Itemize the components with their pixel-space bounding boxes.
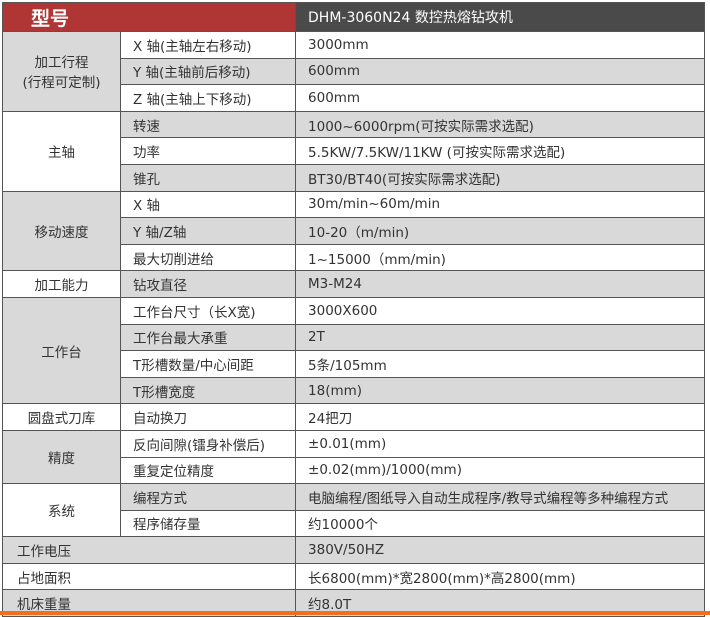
group-spindle: 主轴 xyxy=(2,110,121,192)
spec-name: T形槽宽度 xyxy=(119,376,297,405)
group-precision: 精度 xyxy=(2,429,121,485)
spec-name: 编程方式 xyxy=(119,483,297,511)
spec-value: 1000~6000rpm(可按实际需求选配) xyxy=(295,110,705,139)
header-label: 型号 xyxy=(1,2,297,32)
spec-value: 电脑编程/图纸导入自动生成程序/教导式编程等多种编程方式 xyxy=(295,483,705,511)
spec-value: 3000mm xyxy=(295,31,705,59)
spec-value: 10-20（m/min) xyxy=(295,217,705,245)
spec-name: Y 轴(主轴前后移动) xyxy=(119,57,297,86)
table-row: 精度 反向间隙(镭身补偿后) ±0.01(mm) xyxy=(2,429,705,485)
spec-name: 钻攻直径 xyxy=(119,270,297,298)
spec-value: ±0.02(mm)/1000(mm) xyxy=(295,456,705,485)
spec-name: 工作电压 xyxy=(1,536,297,564)
spec-value: 380V/50HZ xyxy=(295,536,705,564)
spec-name: T形槽数量/中心间距 xyxy=(119,350,297,378)
spec-name: Y 轴/Z轴 xyxy=(119,217,297,245)
spec-value: BT30/BT40(可按实际需求选配) xyxy=(295,163,705,192)
group-system: 系统 xyxy=(2,483,121,538)
table-row: Y 轴(主轴前后移动) 600mm xyxy=(3,57,705,86)
table-row: 功率 5.5KW/7.5KW/11KW (可按实际需求选配) xyxy=(3,137,705,165)
group-worktable: 工作台 xyxy=(2,296,121,405)
spec-name: 最大切削进给 xyxy=(119,243,297,272)
table-row: 主轴 转速 1000~6000rpm(可按实际需求选配) xyxy=(2,110,705,192)
table-row: 系统 编程方式 电脑编程/图纸导入自动生成程序/教导式编程等多种编程方式 xyxy=(2,483,705,538)
spec-value: 600mm xyxy=(295,84,705,112)
table-row: 程序储存量 约10000个 xyxy=(3,509,705,538)
table-row: 工作电压 380V/50HZ xyxy=(1,536,705,564)
bottom-accent-line xyxy=(0,611,710,615)
spec-value: 约10000个 xyxy=(295,509,705,538)
table-row: 工作台最大承重 2T xyxy=(3,323,705,352)
table-row: Z 轴(主轴上下移动) 600mm xyxy=(3,84,705,112)
spec-name: X 轴 xyxy=(119,190,297,219)
spec-name: 占地面积 xyxy=(1,562,297,591)
spec-name: 功率 xyxy=(119,137,297,165)
table-row: 工作台 工作台尺寸（长X宽) 3000X600 xyxy=(2,296,705,405)
spec-value: 3000X600 xyxy=(295,296,705,325)
spec-value: 2T xyxy=(295,323,705,352)
table-row: 占地面积 长6800(mm)*宽2800(mm)*高2800(mm) xyxy=(1,562,705,591)
spec-name: X 轴(主轴左右移动) xyxy=(119,31,297,59)
table-row: 重复定位精度 ±0.02(mm)/1000(mm) xyxy=(3,456,705,485)
spec-value: M3-M24 xyxy=(295,270,705,298)
spec-name: 程序储存量 xyxy=(119,509,297,538)
table-row: 移动速度 X 轴 30m/min~60m/min xyxy=(2,190,705,272)
spec-value: 5.5KW/7.5KW/11KW (可按实际需求选配) xyxy=(295,137,705,165)
spec-value: 18(mm) xyxy=(295,376,705,405)
spec-name: 工作台最大承重 xyxy=(119,323,297,352)
spec-name: 反向间隙(镭身补偿后) xyxy=(119,429,297,458)
group-speed: 移动速度 xyxy=(2,190,121,272)
table-row: Y 轴/Z轴 10-20（m/min) xyxy=(3,217,705,245)
spec-value: 1~15000（mm/min) xyxy=(295,243,705,272)
header-row: 型号 DHM-3060N24 数控热熔钻攻机 xyxy=(1,2,705,32)
spec-value: 30m/min~60m/min xyxy=(295,190,705,219)
group-capacity: 加工能力 xyxy=(2,270,121,298)
table-row: 加工能力 钻攻直径 M3-M24 xyxy=(2,270,705,298)
table-row: 圆盘式刀库 自动换刀 24把刀 xyxy=(2,403,705,431)
table-row: 锥孔 BT30/BT40(可按实际需求选配) xyxy=(3,163,705,192)
spec-name: 自动换刀 xyxy=(119,403,297,431)
table-row: T形槽数量/中心间距 5条/105mm xyxy=(3,350,705,378)
spec-name: Z 轴(主轴上下移动) xyxy=(119,84,297,112)
spec-value: ±0.01(mm) xyxy=(295,429,705,458)
spec-value: 24把刀 xyxy=(295,403,705,431)
group-travel: 加工行程 (行程可定制) xyxy=(2,31,121,112)
header-model: DHM-3060N24 数控热熔钻攻机 xyxy=(295,2,705,32)
table-row: 加工行程 (行程可定制) X 轴(主轴左右移动) 3000mm xyxy=(2,31,705,112)
spec-name: 工作台尺寸（长X宽) xyxy=(119,296,297,325)
spec-name: 锥孔 xyxy=(119,163,297,192)
spec-name: 转速 xyxy=(119,110,297,139)
group-magazine: 圆盘式刀库 xyxy=(2,403,121,431)
spec-value: 5条/105mm xyxy=(295,350,705,378)
spec-name: 重复定位精度 xyxy=(119,456,297,485)
spec-value: 长6800(mm)*宽2800(mm)*高2800(mm) xyxy=(295,562,705,591)
spec-value: 600mm xyxy=(295,57,705,86)
